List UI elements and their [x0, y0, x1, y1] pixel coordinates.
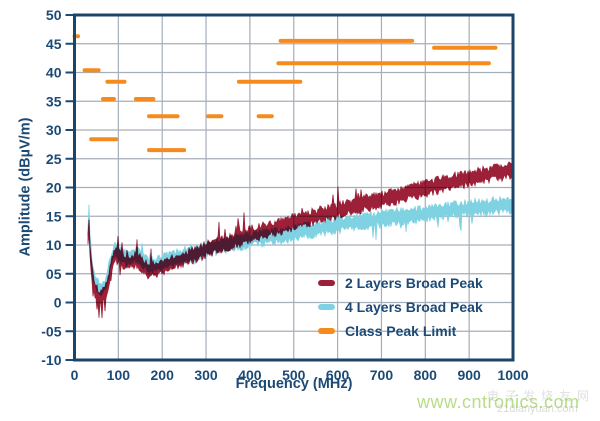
legend-label-class-peak-limit: Class Peak Limit: [345, 323, 457, 339]
y-tick-label: 20: [46, 180, 62, 196]
x-tick-label: 1000: [497, 367, 528, 383]
x-tick-label: 700: [370, 367, 394, 383]
legend-swatch-class-peak-limit: [318, 328, 335, 334]
y-tick-label: -05: [41, 323, 61, 339]
y-tick-label: 0: [54, 295, 62, 311]
y-tick-label: 30: [46, 122, 62, 138]
y-tick-label: 50: [46, 7, 62, 23]
y-tick-label: -10: [41, 352, 61, 368]
watermark-gray-cjk: 电子发烧友网: [487, 389, 596, 403]
legend-swatch-2-layers: [318, 280, 335, 286]
legend-label-2-layers: 2 Layers Broad Peak: [345, 275, 483, 291]
legend-item-class-peak-limit: Class Peak Limit: [318, 319, 483, 343]
x-tick-label: 300: [194, 367, 218, 383]
x-tick-label: 0: [71, 367, 79, 383]
x-tick-label: 800: [414, 367, 438, 383]
x-tick-label: 400: [238, 367, 262, 383]
x-axis-title: Frequency (MHz): [235, 376, 353, 392]
x-tick-label: 500: [282, 367, 306, 383]
y-tick-label: 40: [46, 65, 62, 81]
y-tick-label: 15: [46, 208, 62, 224]
legend-item-2-layers: 2 Layers Broad Peak: [318, 271, 483, 295]
legend-item-4-layers: 4 Layers Broad Peak: [318, 295, 483, 319]
x-tick-label: 100: [107, 367, 131, 383]
y-tick-label: 45: [46, 36, 62, 52]
watermark-cntronics: www.cntronics.com: [417, 392, 580, 412]
y-tick-label: 35: [46, 93, 62, 109]
x-tick-label: 900: [457, 367, 481, 383]
x-tick-label: 200: [151, 367, 175, 383]
y-axis-title: Amplitude (dBµV/m): [17, 117, 34, 257]
legend: 2 Layers Broad Peak 4 Layers Broad Peak …: [318, 271, 483, 343]
legend-swatch-4-layers: [318, 304, 335, 310]
y-tick-label: 25: [46, 151, 62, 167]
legend-label-4-layers: 4 Layers Broad Peak: [345, 299, 483, 315]
y-tick-label: 05: [46, 266, 62, 282]
watermark-gray-latin: 21dianyuan.com: [497, 403, 578, 415]
y-tick-label: 10: [46, 237, 62, 253]
plot-border: [73, 13, 515, 362]
x-tick-label: 600: [326, 367, 350, 383]
